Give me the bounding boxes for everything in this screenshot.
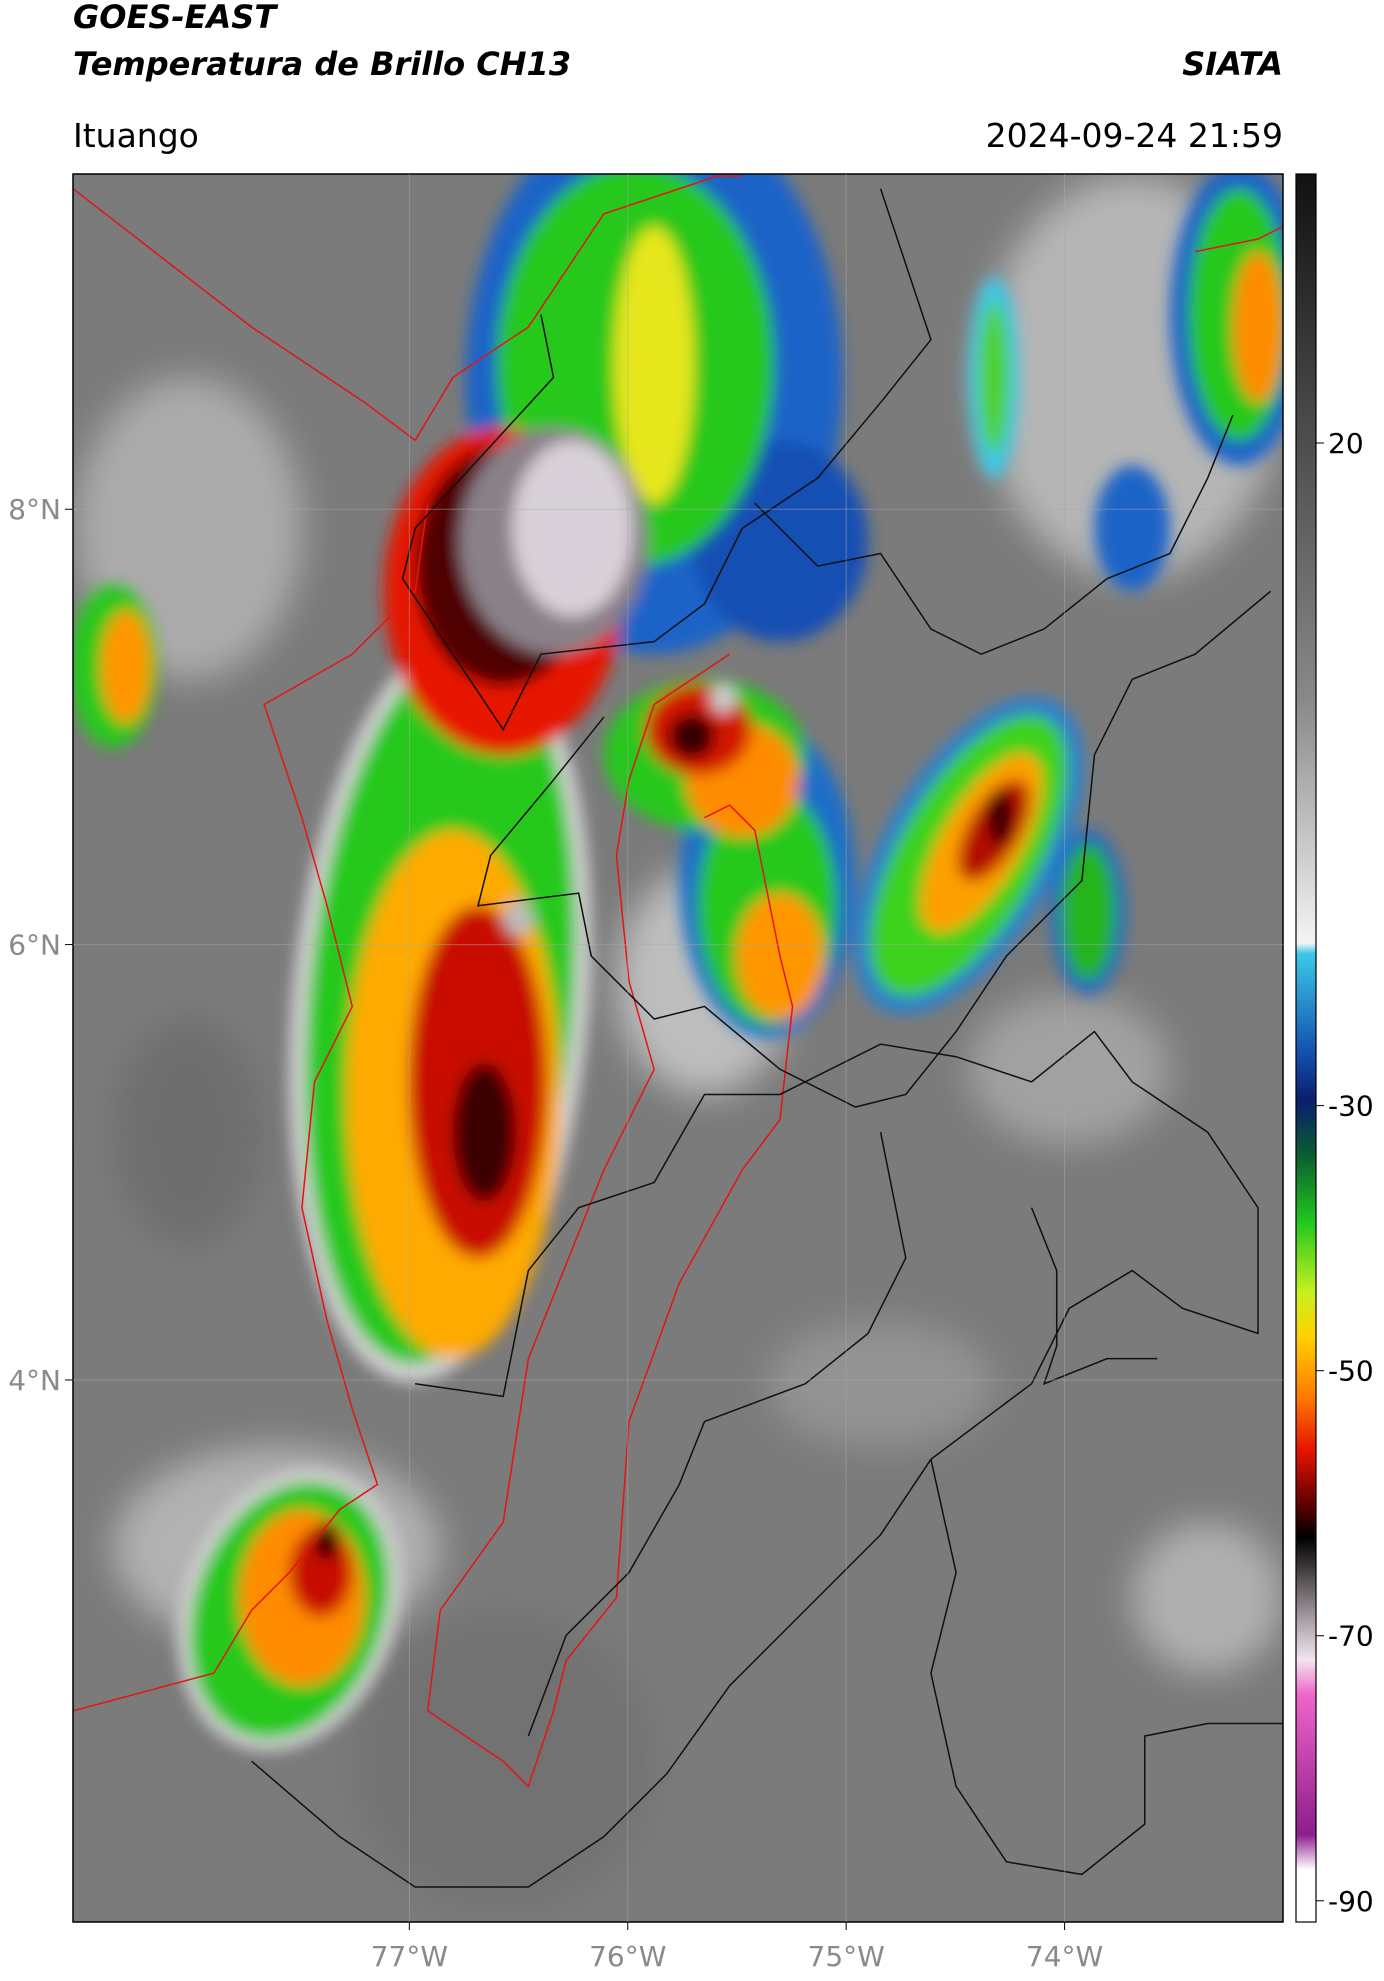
subtitle: Temperatura de Brillo CH13 [73, 45, 571, 83]
colorbar-tick-label: 20 [1328, 427, 1364, 460]
satellite-image [73, 174, 1283, 1922]
x-tick-label: 76°W [589, 1940, 666, 1973]
colorbar-tick-label: -90 [1328, 1885, 1374, 1918]
datetime: 2024-09-24 21:59 [986, 116, 1283, 155]
colorbar-tick-label: -50 [1328, 1355, 1374, 1388]
y-tick-label: 8°N [8, 493, 61, 526]
y-tick-label: 4°N [8, 1364, 61, 1397]
location: Ituango [73, 116, 199, 155]
x-tick-label: 75°W [808, 1940, 885, 1973]
x-tick-label: 77°W [371, 1940, 448, 1973]
colorbar-tick-label: -70 [1328, 1620, 1374, 1653]
y-tick-label: 6°N [8, 929, 61, 962]
plot-frame [72, 173, 1284, 1923]
colorbar [1295, 173, 1317, 1923]
x-tick-label: 74°W [1026, 1940, 1103, 1973]
colorbar-tick-label: -30 [1328, 1090, 1374, 1123]
source: SIATA [1182, 45, 1283, 83]
title: GOES-EAST [73, 0, 278, 36]
